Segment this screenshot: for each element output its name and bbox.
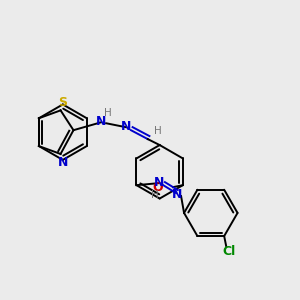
Text: H: H xyxy=(154,126,162,136)
Text: H: H xyxy=(104,108,112,118)
Text: N: N xyxy=(172,188,182,201)
Text: S: S xyxy=(58,96,67,109)
Text: H: H xyxy=(151,190,159,200)
Text: O: O xyxy=(152,181,163,194)
Text: N: N xyxy=(57,156,68,170)
Text: N: N xyxy=(154,176,164,189)
Text: N: N xyxy=(121,120,131,133)
Text: N: N xyxy=(96,115,106,128)
Text: Cl: Cl xyxy=(223,245,236,258)
